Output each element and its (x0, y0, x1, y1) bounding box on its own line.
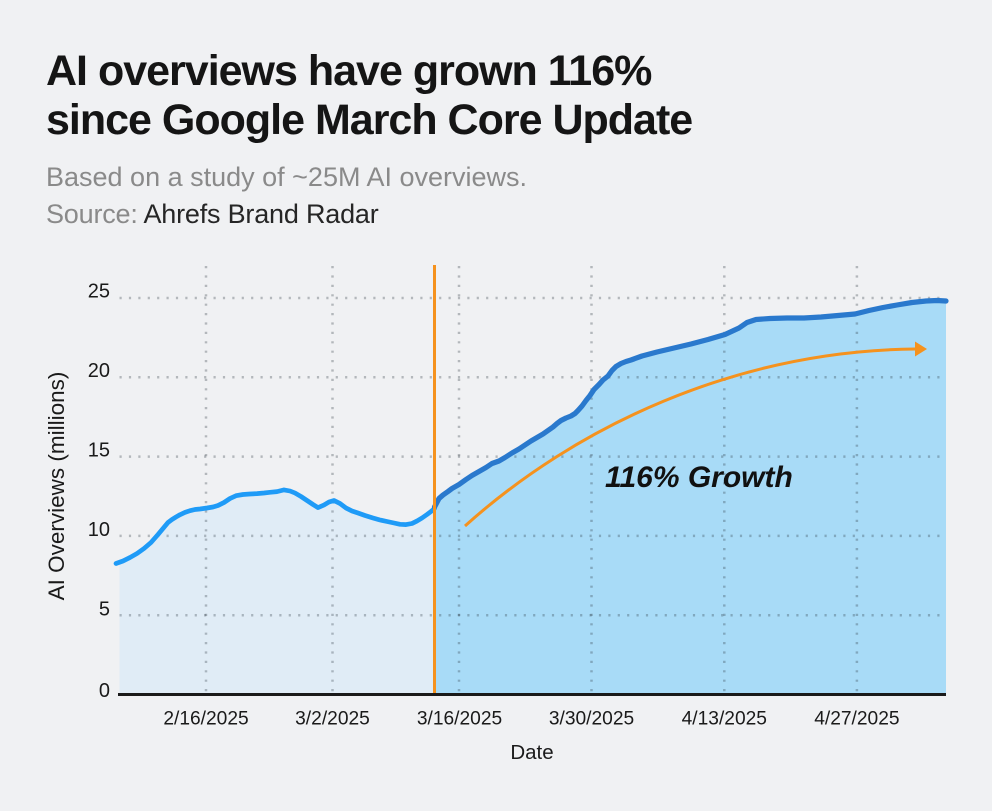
svg-text:5: 5 (99, 599, 110, 621)
svg-text:10: 10 (88, 519, 110, 541)
svg-text:4/27/2025: 4/27/2025 (814, 709, 899, 730)
svg-text:15: 15 (88, 440, 110, 462)
svg-text:3/16/2025: 3/16/2025 (417, 709, 502, 730)
svg-text:3/30/2025: 3/30/2025 (549, 709, 634, 730)
svg-text:0: 0 (99, 680, 110, 702)
svg-text:3/2/2025: 3/2/2025 (295, 709, 370, 730)
svg-text:20: 20 (88, 360, 110, 382)
svg-text:4/13/2025: 4/13/2025 (682, 709, 767, 730)
svg-text:25: 25 (88, 281, 110, 303)
svg-text:AI Overviews (millions): AI Overviews (millions) (44, 372, 69, 601)
svg-text:Date: Date (510, 741, 553, 764)
svg-text:116% Growth: 116% Growth (605, 461, 793, 494)
svg-text:2/16/2025: 2/16/2025 (163, 709, 248, 730)
